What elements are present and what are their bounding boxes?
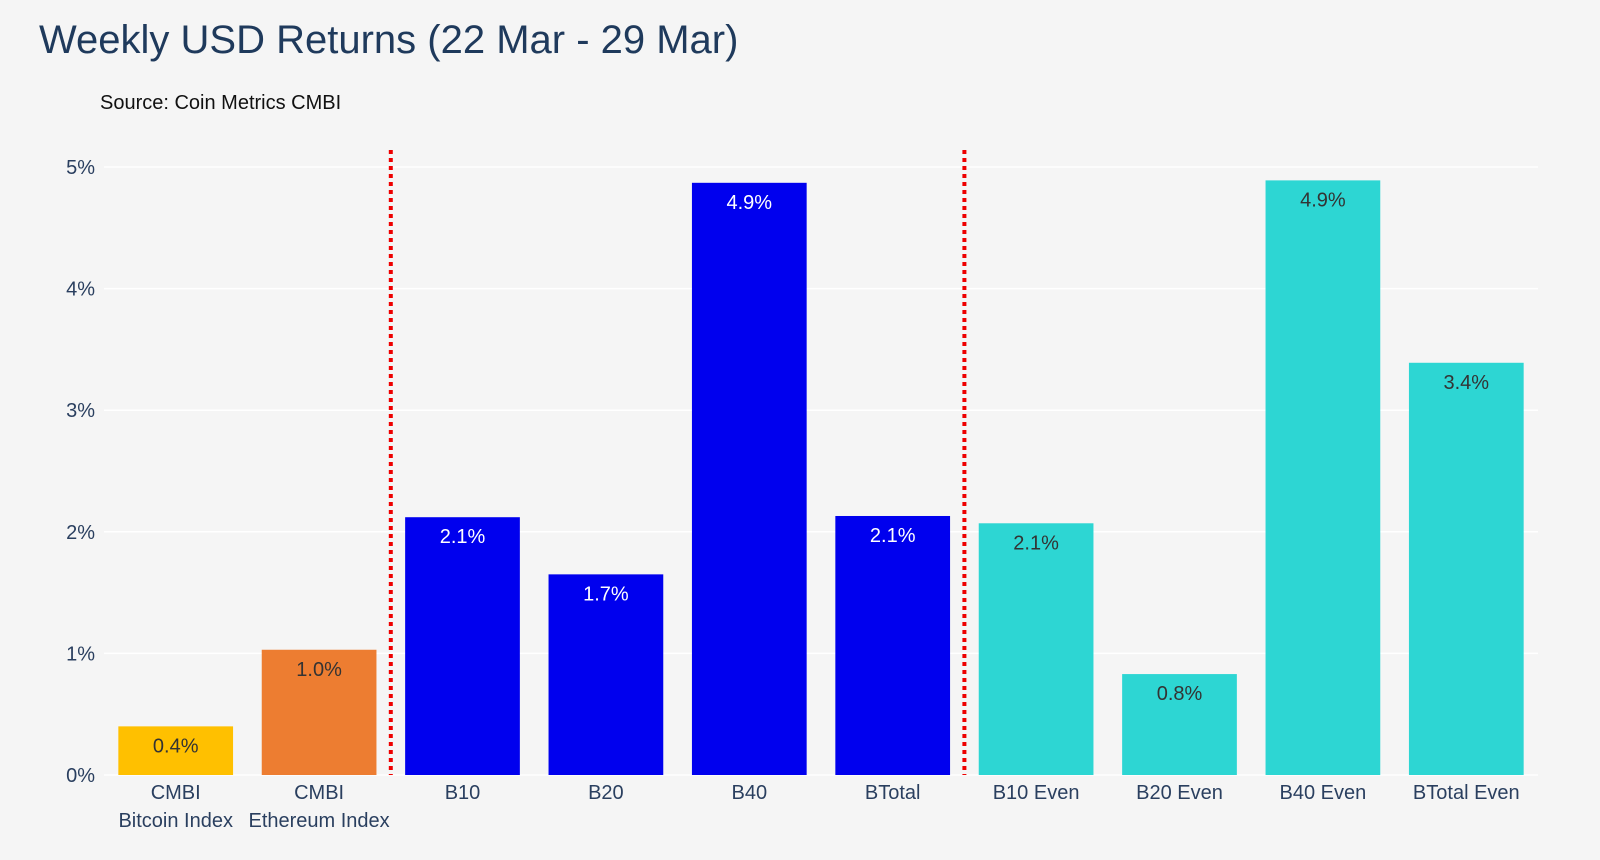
bar [261,649,377,775]
x-tick-label: B20 Even [1136,782,1223,804]
x-tick-label: B20 [588,782,624,804]
bar [1122,674,1237,775]
y-tick-label: 5% [66,157,95,179]
x-tick-label: CMBI [294,782,344,804]
bar [118,726,234,775]
bar [548,574,664,775]
chart-title: Weekly USD Returns (22 Mar - 29 Mar) [39,18,739,62]
x-tick-label: B10 Even [993,782,1080,804]
bar-data-label: 0.8% [1157,683,1203,705]
bar-data-label: 4.9% [727,192,773,214]
bar-data-label: 3.4% [1444,372,1490,394]
bar [1408,362,1524,775]
x-tick-label: B10 [445,782,481,804]
x-tick-label: CMBI [151,782,201,804]
bar-data-label: 1.7% [583,583,629,605]
bar [405,517,520,775]
x-tick-label: BTotal Even [1413,782,1520,804]
y-tick-label: 4% [66,279,95,301]
y-tick-label: 1% [66,643,95,665]
bar-data-label: 2.1% [1013,532,1059,554]
bar-data-label: 4.9% [1300,189,1346,211]
bar [978,523,1094,775]
y-tick-label: 2% [66,522,95,544]
bar-data-label: 2.1% [440,526,486,548]
bar-data-label: 1.0% [296,659,342,681]
x-tick-label: B40 Even [1280,782,1367,804]
x-tick-label: Ethereum Index [248,810,389,832]
bar [1265,180,1381,776]
y-tick-label: 3% [66,400,95,422]
x-tick-label: B40 [732,782,768,804]
bar [835,515,951,775]
x-tick-label: Bitcoin Index [118,810,233,832]
bar-data-label: 2.1% [870,525,916,547]
chart-subtitle: Source: Coin Metrics CMBI [100,92,342,114]
x-tick-label: BTotal [865,782,921,804]
y-tick-label: 0% [66,765,95,787]
bar [691,182,807,776]
bar-data-label: 0.4% [153,735,199,757]
